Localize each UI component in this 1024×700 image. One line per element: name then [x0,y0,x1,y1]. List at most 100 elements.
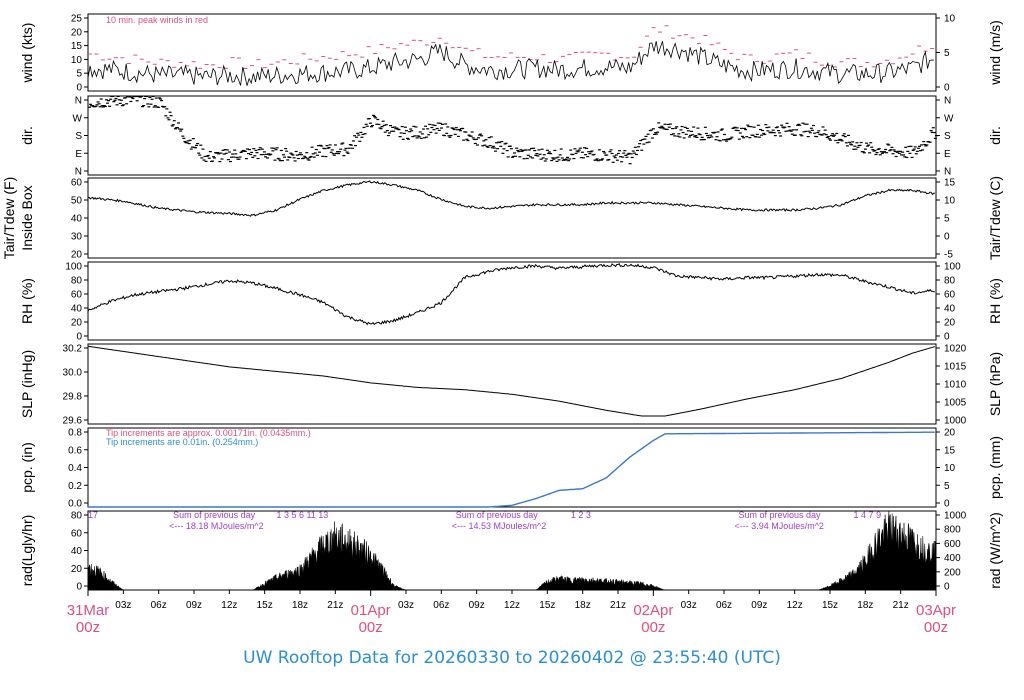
tair-left-tick-label: 20 [71,250,83,261]
wind-left-tick-label: 25 [71,14,83,25]
rh-ylabel-left: RH (%) [19,278,35,324]
rh-right-tick-label: 0 [944,332,950,343]
rad-right-tick-label: 400 [944,553,961,564]
dir-left-tick-label: N [75,167,82,178]
dir-right-tick-label: N [944,167,951,178]
x-tick-label: 09z [751,600,767,611]
wind-left-tick-label: 0 [76,83,82,94]
x-date-label: 31Mar [67,602,110,619]
rad-left-tick-label: 80 [71,511,83,522]
x-tick-label: 21z [327,600,343,611]
rad-sum-value: <--- 3.94 MJoules/m^2 [734,521,824,531]
dir-left-tick-label: E [75,149,82,160]
tair-ylabel-right: Tair/Tdew (C) [987,176,1003,260]
slp-right-tick-label: 1015 [944,362,967,373]
rh-left-tick-label: 40 [71,304,83,315]
pcp-left-tick-label: 0.2 [68,481,82,492]
tair-right-tick-label: 0 [944,232,950,243]
slp-left-tick-label: 29.6 [63,416,83,427]
slp-left-tick-label: 29.8 [63,392,83,403]
rh-line [87,262,935,326]
peak-wind-note: 10 min. peak winds in red [106,15,208,25]
tair-frame [87,177,937,259]
rad-right-tick-label: 600 [944,539,961,550]
tair-left-tick-label: 40 [71,214,83,225]
slp-panel [84,343,940,425]
rad-tick-digits: 1 2 3 [571,510,591,520]
wind-left-tick-label: 15 [71,41,83,52]
x-tick-label: 12z [787,600,803,611]
dir-left-tick-label: W [73,113,83,124]
x-tick-label: 15z [539,600,555,611]
x-tick-label: 03z [115,600,131,611]
x-tick-label: 18z [857,600,873,611]
rh-ylabel-right: RH (%) [987,278,1003,324]
rad-tick-digits: 1 4 7 9 [854,510,882,520]
rad-sum-value: <--- 18.18 MJoules/m^2 [169,521,264,531]
x-tick-label: 03z [681,600,697,611]
dir-ylabel-right: dir. [987,126,1003,145]
dir-left-tick-label: S [75,131,82,142]
pcp-right-tick-label: 0 [944,499,950,510]
pcp-left-tick-label: 0.6 [68,445,82,456]
dir-right-tick-label: E [944,149,951,160]
x-tick-label: 06z [433,600,449,611]
x-tick-label: 09z [186,600,202,611]
tair-left-tick-label: 30 [71,232,83,243]
wind-left-tick-label: 5 [76,69,82,80]
rad-left-tick-label: 60 [71,528,83,539]
dir-left-tick-label: N [75,96,82,107]
rad-left-tick-label: 0 [76,582,82,593]
tair-right-tick-label: 10 [944,196,956,207]
x-tick-label: 03z [398,600,414,611]
rh-frame [87,261,937,341]
rad-tick-digits: 17 [88,510,98,520]
rh-left-tick-label: 100 [65,262,82,273]
rad-tick-digits: 1 3 5 6 11 13 [276,510,328,520]
pcp-right-tick-label: 15 [944,445,956,456]
x-tick-label: 15z [257,600,273,611]
x-date-label: 03Apr [916,602,956,619]
rad-sum-label: Sum of previous day [456,510,539,520]
x-tick-label: 12z [504,600,520,611]
pcp-left-tick-label: 0.8 [68,428,82,439]
x-tick-label: 06z [716,600,732,611]
rad-left-tick-label: 20 [71,564,83,575]
wind-ylabel-right: wind (m/s) [987,20,1003,86]
x-date-label: 02Apr [633,602,673,619]
pcp-right-tick-label: 20 [944,428,956,439]
slp-left-tick-label: 30.0 [63,368,83,379]
x-tick-label: 12z [221,600,237,611]
rh-left-tick-label: 80 [71,276,83,287]
rad-sum-value: <--- 14.53 MJoules/m^2 [452,521,547,531]
rad-sum-label: Sum of previous day [738,510,821,520]
rad-right-tick-label: 1000 [944,511,967,522]
rad-sum-label: Sum of previous day [173,510,256,520]
wind-line [87,41,934,86]
pcp-note-tip: Tip increments are 0.01in. (0.254mm.) [106,437,258,447]
dir-frame [87,95,937,176]
chart-title: UW Rooftop Data for 20260330 to 20260402… [243,648,781,668]
rad-left-tick-label: 40 [71,546,83,557]
wind-right-tick-label: 0 [944,83,950,94]
tair-ylabel-left2: Inside Box [19,185,35,250]
slp-right-tick-label: 1010 [944,380,967,391]
tair-line [87,180,935,217]
tair-ylabel-left: Tair/Tdew (F) [1,177,17,259]
wind-left-tick-label: 20 [71,27,83,38]
x-tick-label: 09z [469,600,485,611]
rh-panel [84,261,940,341]
dir-ylabel-left: dir. [19,126,35,145]
pcp-note-approx: Tip increments are approx. 0.00171in. (0… [106,428,311,438]
rh-right-tick-label: 20 [944,318,956,329]
x-date-time: 00z [924,619,948,636]
x-tick-label: 06z [151,600,167,611]
x-tick-label: 21z [893,600,909,611]
slp-right-tick-label: 1000 [944,416,967,427]
rh-right-tick-label: 80 [944,276,956,287]
pcp-ylabel-left: pcp. (in) [19,442,35,493]
slp-line [87,345,935,417]
pcp-right-tick-label: 5 [944,481,950,492]
x-tick-label: 18z [575,600,591,611]
